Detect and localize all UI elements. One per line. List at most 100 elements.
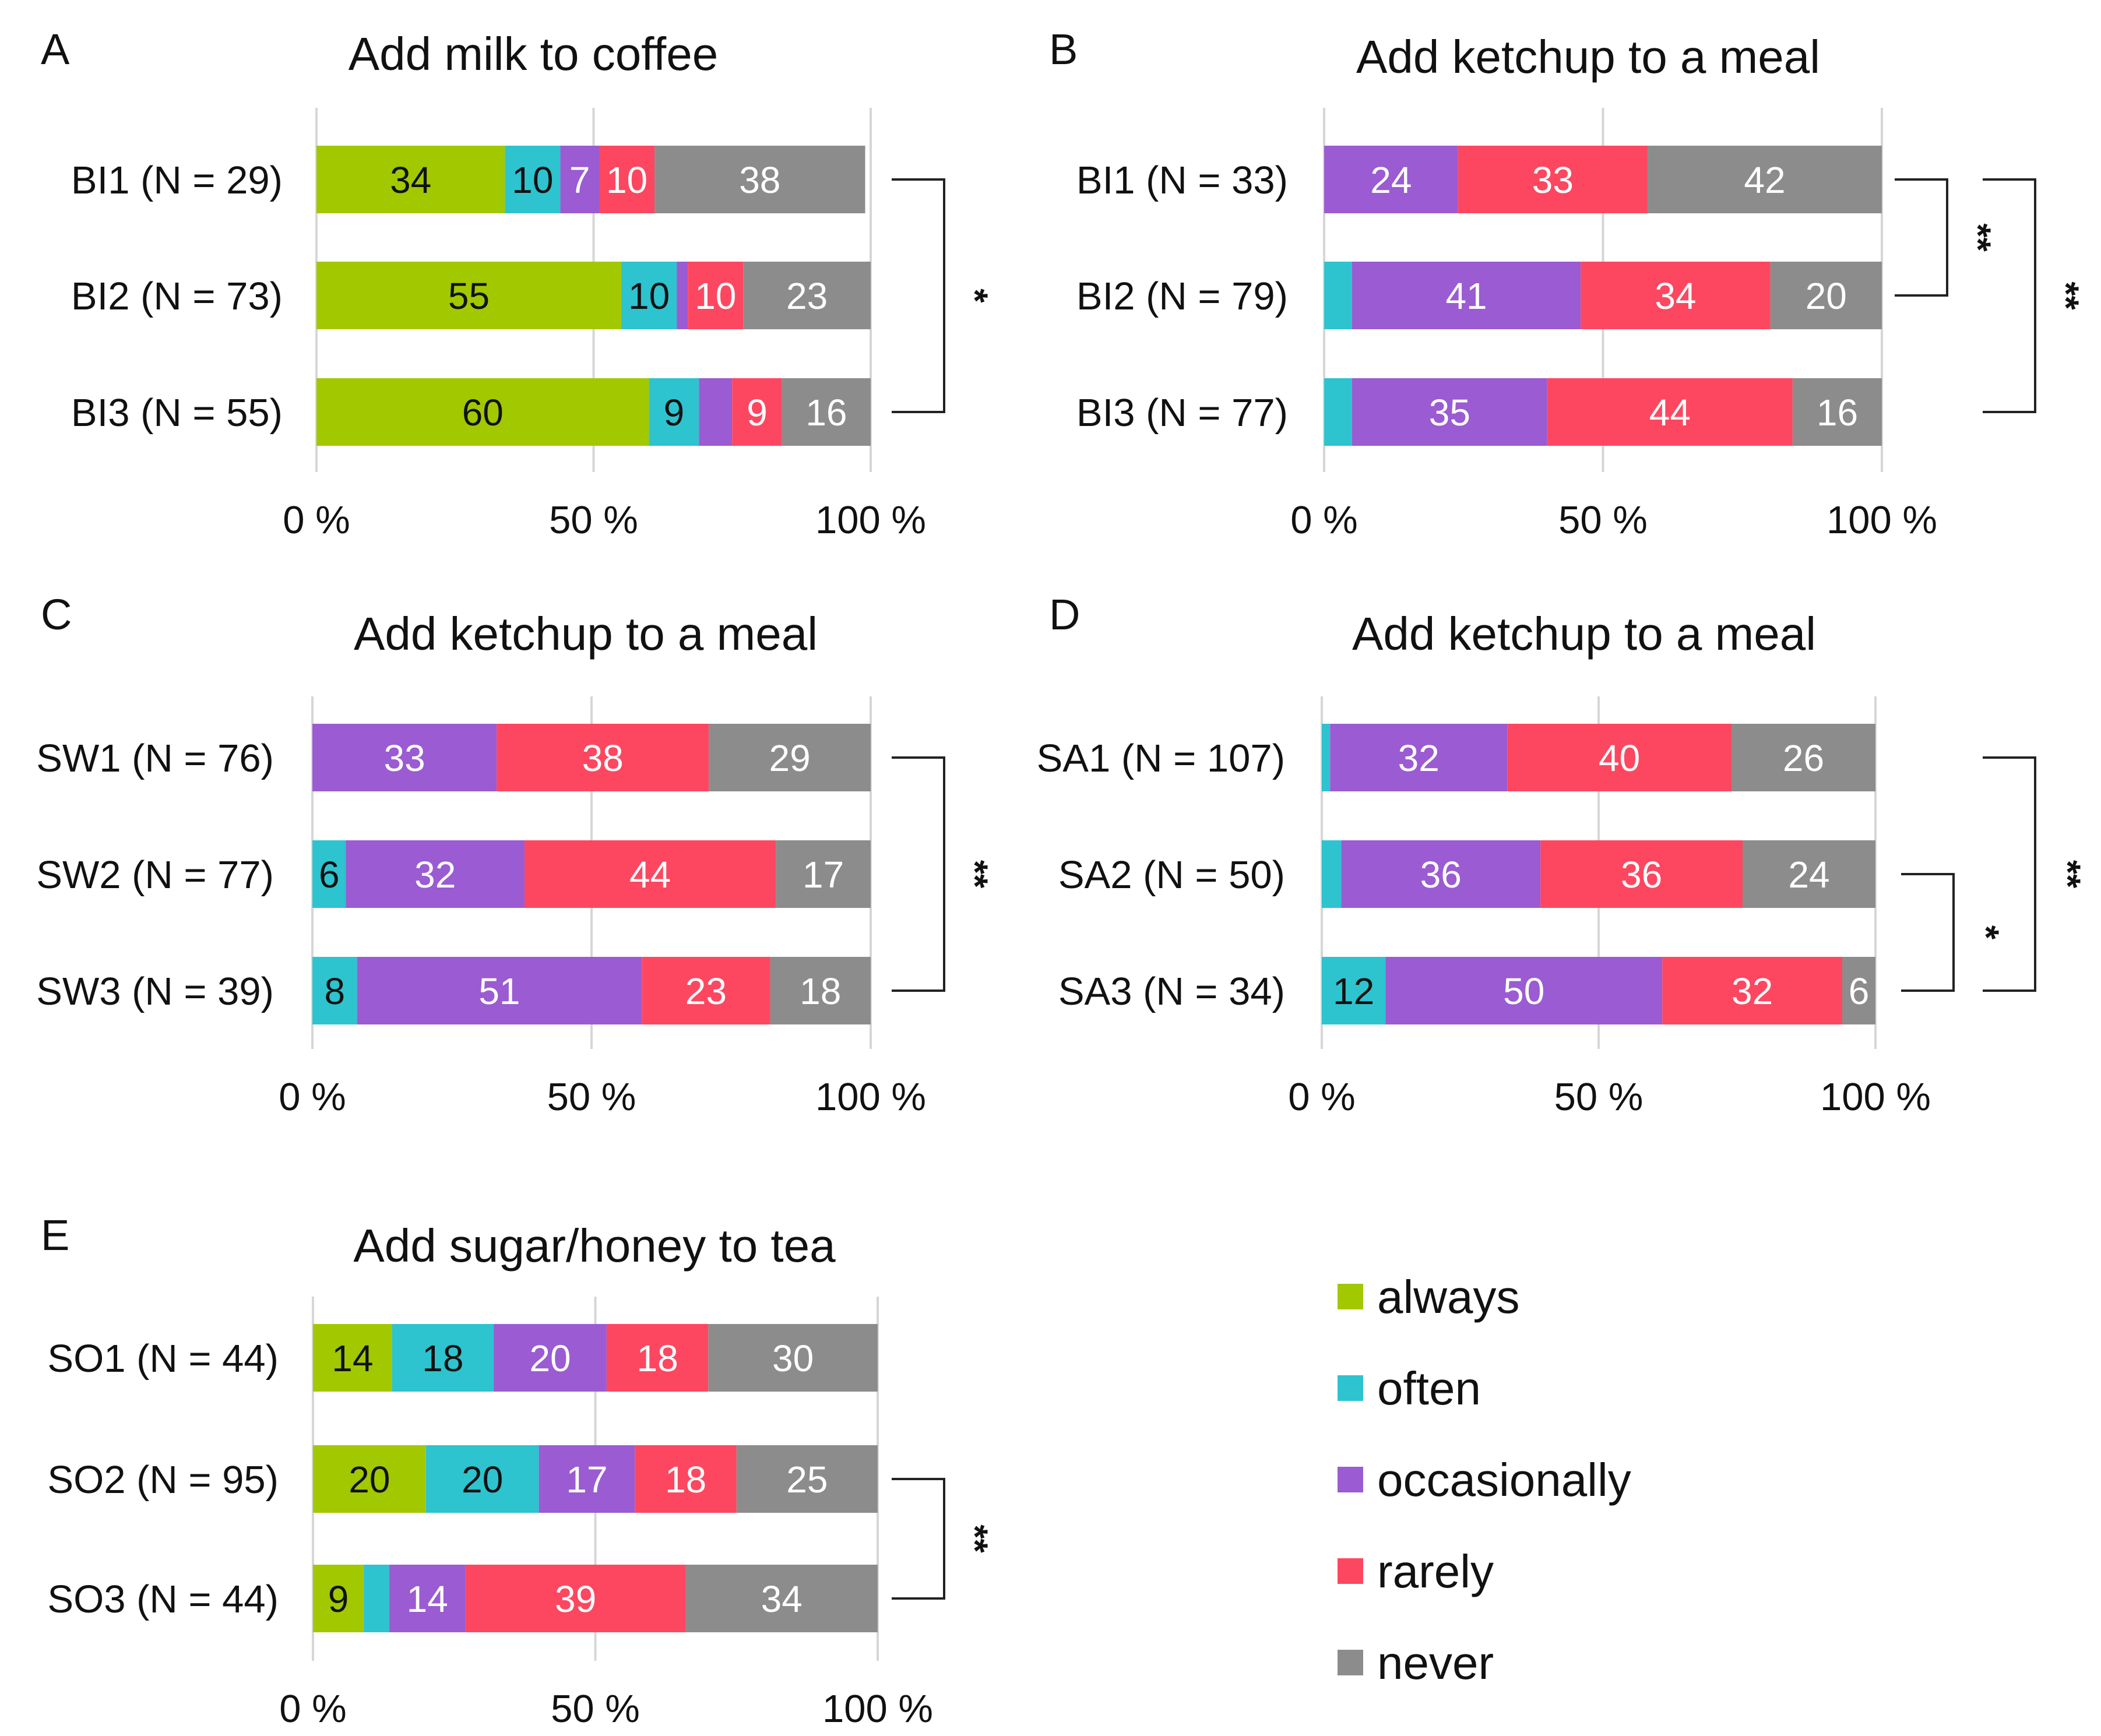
data-label: 20 [462, 1459, 503, 1501]
bar-segment-rarely [1458, 146, 1648, 213]
data-label: 10 [628, 275, 670, 317]
significance-bracket [892, 756, 945, 992]
data-label: 38 [739, 159, 780, 201]
bar-segment-never [1792, 378, 1882, 446]
category-label: SO2 (N = 95) [47, 1458, 279, 1502]
panel-a: A Add milk to coffee 0 % 50 % 100 % BI1 (N = … [41, 25, 995, 542]
data-label: 26 [1783, 737, 1824, 779]
data-label: 16 [1817, 392, 1858, 434]
data-label: 29 [769, 737, 810, 779]
category-label: SO1 (N = 44) [47, 1337, 279, 1381]
legend-label: occasionally [1377, 1454, 1631, 1506]
bar-segment-often [1322, 957, 1386, 1024]
x-tick-label: 0 % [283, 498, 350, 542]
bar-segment-occasionally [1324, 146, 1458, 213]
panel-title: Add sugar/honey to tea [353, 1220, 836, 1272]
category-label: SW3 (N = 39) [36, 970, 274, 1013]
x-tick-label: 50 % [1554, 1075, 1644, 1119]
bar-segment-rarely [732, 378, 782, 446]
data-label: 20 [1806, 275, 1847, 317]
legend-swatch-always [1338, 1284, 1363, 1309]
data-label: 44 [629, 854, 671, 896]
data-label: 14 [332, 1337, 373, 1379]
category-label: BI2 (N = 73) [71, 274, 283, 318]
category-label: SO3 (N = 44) [47, 1577, 279, 1621]
data-label: 6 [319, 854, 340, 896]
data-label: 42 [1744, 159, 1785, 201]
data-label: 33 [1532, 159, 1574, 201]
data-label: 32 [414, 854, 456, 896]
bar-segment-occasionally [357, 957, 642, 1024]
data-label: 50 [1503, 970, 1544, 1012]
bar-segment-never [1770, 262, 1882, 329]
data-label: 18 [800, 970, 841, 1012]
bar-segment-often [364, 1565, 389, 1632]
data-label: 12 [1333, 970, 1374, 1012]
panel-e: E Add sugar/honey to tea 0 % 50 % 100 % SO1 (… [41, 1211, 995, 1731]
legend-label: never [1377, 1637, 1494, 1689]
data-label: 36 [1621, 854, 1662, 896]
bar-segment-rarely [497, 724, 709, 791]
data-label: 30 [772, 1337, 814, 1379]
data-label: 18 [422, 1337, 463, 1379]
data-label: 36 [1420, 854, 1462, 896]
bar-segment-occasionally [1341, 840, 1541, 908]
data-label: 17 [803, 854, 844, 896]
data-label: 20 [529, 1337, 571, 1379]
panel-letter: A [41, 25, 70, 73]
data-label: 38 [582, 737, 624, 779]
data-label: 34 [761, 1578, 803, 1620]
data-label: 18 [665, 1459, 706, 1501]
data-label: 10 [606, 159, 647, 201]
bar-segment-often [312, 840, 346, 908]
significance-bracket [1901, 873, 1955, 992]
panel-letter: C [41, 590, 72, 639]
significance-bracket [1895, 178, 1948, 297]
legend-label: often [1377, 1362, 1481, 1414]
data-label: 9 [664, 392, 685, 434]
significance-label: ** [2046, 281, 2086, 310]
bar-segment-occasionally [699, 378, 733, 446]
data-label: 10 [512, 159, 553, 201]
panel-letter: B [1049, 25, 1078, 73]
bar-segment-often [621, 262, 677, 329]
bar-segment-occasionally [1352, 262, 1581, 329]
bar-segment-never [708, 1324, 878, 1392]
data-label: 41 [1445, 275, 1487, 317]
bar-segment-rarely [688, 262, 744, 329]
data-label: 33 [383, 737, 425, 779]
bar-segment-never [1743, 840, 1875, 908]
bar-segment-never [1732, 724, 1875, 791]
bar-segment-occasionally [312, 724, 497, 791]
bar-segment-rarely [1581, 262, 1771, 329]
data-label: 32 [1732, 970, 1773, 1012]
significance-bracket [892, 178, 945, 413]
significance-label: ** [955, 1524, 995, 1553]
bar-segment-always [316, 262, 622, 329]
bar-segment-always [313, 1445, 426, 1513]
bar-segment-never [685, 1565, 878, 1632]
data-label: 34 [1655, 275, 1696, 317]
bar-segment-never [743, 262, 871, 329]
data-label: 9 [747, 392, 768, 434]
bar-segment-always [313, 1324, 392, 1392]
legend-swatch-occasionally [1338, 1467, 1363, 1492]
x-tick-label: 100 % [1827, 498, 1937, 542]
bar-segment-occasionally [560, 146, 600, 213]
legend-swatch-often [1338, 1375, 1363, 1401]
legend: always often occasionally rarely never [1338, 1271, 1631, 1689]
bar-segment-often [312, 957, 357, 1024]
data-label: 40 [1599, 737, 1640, 779]
bar-segment-rarely [1547, 378, 1793, 446]
category-label: SW2 (N = 77) [36, 853, 274, 897]
panel-c: C Add ketchup to a meal 0 % 50 % 100 % SW1 (N… [36, 590, 994, 1119]
category-label: BI3 (N = 55) [71, 391, 283, 435]
data-label: 51 [478, 970, 520, 1012]
category-label: BI3 (N = 77) [1076, 391, 1288, 435]
significance-label: ** [1958, 223, 1998, 252]
bar-segment-rarely [599, 146, 655, 213]
significance-label: ** [955, 860, 995, 889]
significance-label: * [955, 288, 995, 303]
bar-segment-often [392, 1324, 494, 1392]
bar-segment-never [782, 378, 871, 446]
